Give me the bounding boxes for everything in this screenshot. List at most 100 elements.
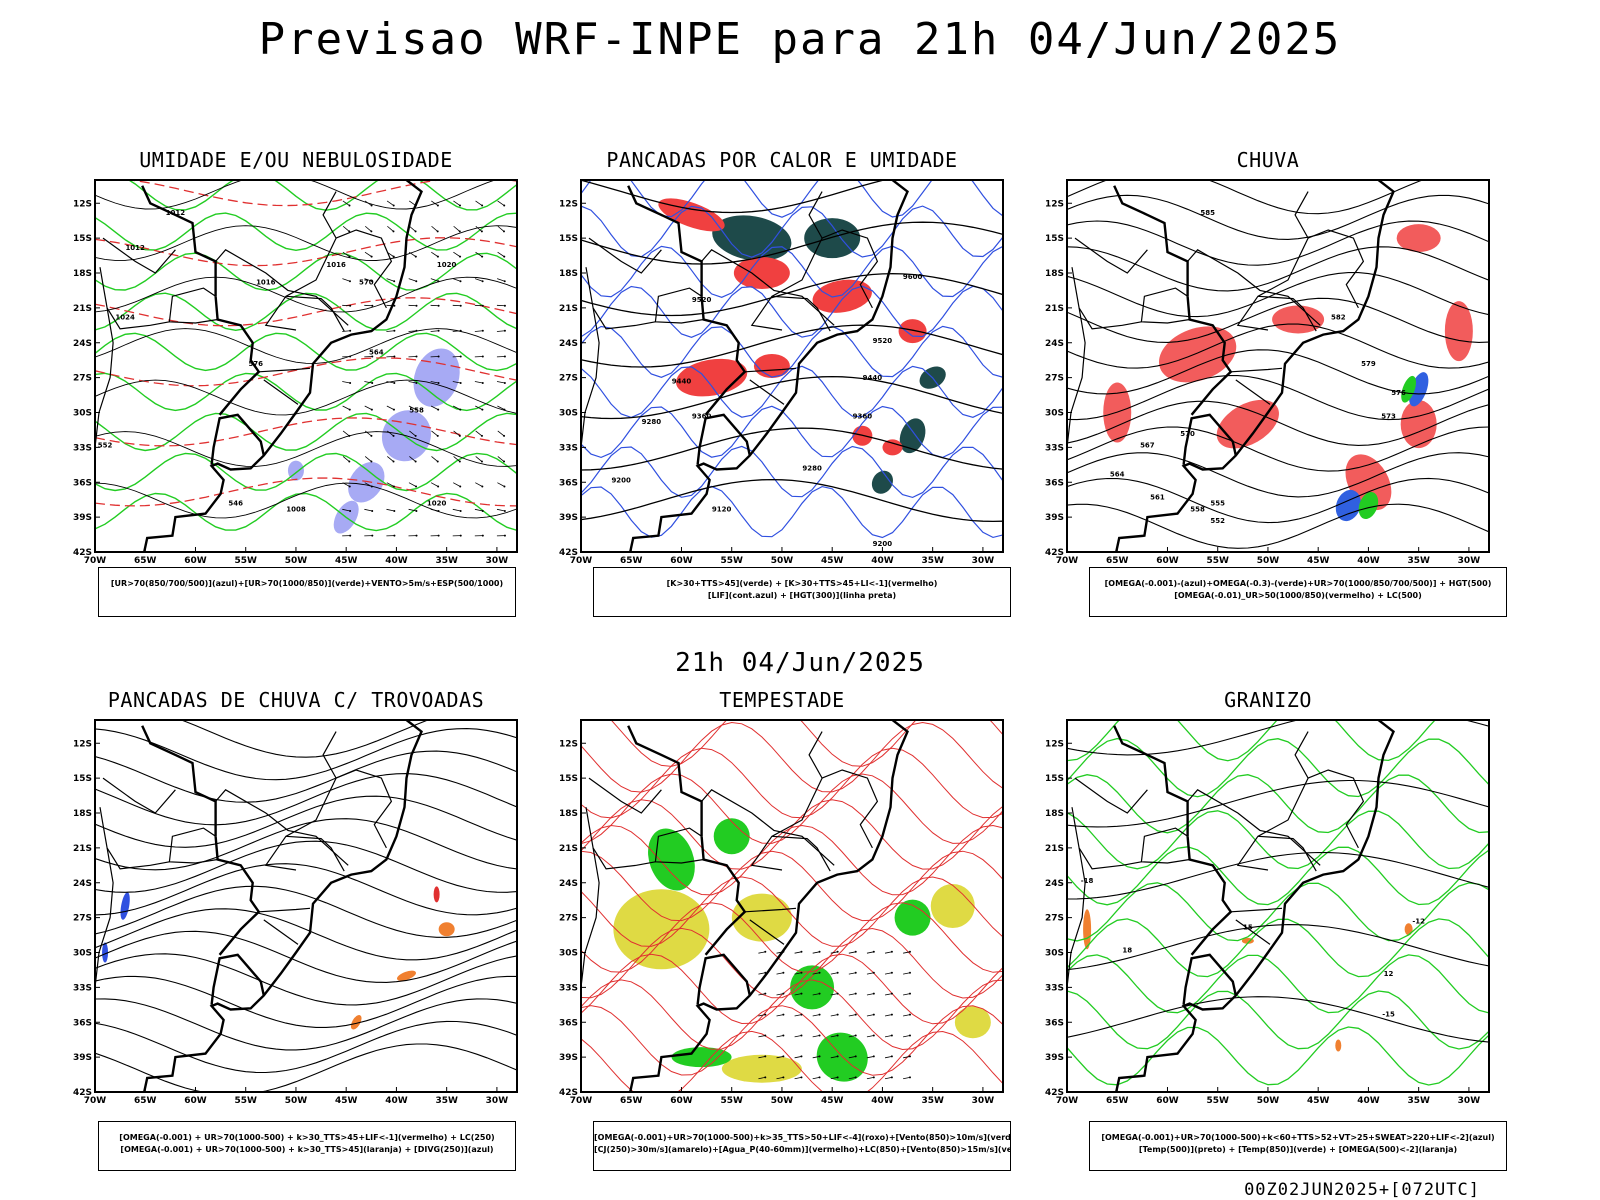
wind-vector-head	[503, 434, 506, 437]
wind-vector-head	[436, 434, 439, 437]
wind-vector-head	[393, 509, 396, 512]
wind-vector-head	[348, 485, 351, 488]
wind-vector-head	[800, 1076, 803, 1079]
wind-vector	[430, 508, 439, 512]
wind-vector	[794, 1056, 802, 1059]
lon-label: 60W	[670, 1096, 693, 1106]
border-line	[1257, 295, 1317, 332]
border-line	[585, 807, 656, 870]
wind-vector	[884, 1035, 892, 1038]
hgt-contour	[581, 478, 1003, 523]
streamline	[95, 863, 517, 916]
map-frame	[580, 719, 1004, 1093]
wind-vector-head	[481, 280, 484, 283]
map-frame	[94, 719, 518, 1093]
wind-vector	[830, 951, 838, 954]
weather-map: 12 15 18 -12 -15 -18 12S 15S 18S 21S 24S 27S 30S 33S 3…	[1045, 719, 1490, 1106]
thickness-red-contour	[95, 357, 517, 387]
hgt500-contour	[1067, 180, 1425, 215]
streamline-red	[581, 1005, 1003, 1076]
wind-vector-head	[481, 255, 484, 258]
jet-yellow-area	[721, 1054, 802, 1083]
border-line	[581, 307, 600, 452]
streamline-red	[581, 773, 1003, 845]
lat-label: 33S	[1045, 983, 1064, 993]
pressure-contour	[95, 276, 517, 313]
wind-vector-head	[414, 230, 417, 233]
wind-vector-head	[392, 485, 395, 488]
wind-vector	[866, 1076, 874, 1080]
wind-green-area	[671, 1047, 732, 1068]
border-line	[654, 287, 704, 324]
streamline	[95, 773, 517, 826]
lat-label: 12S	[559, 739, 578, 749]
rain-red-area	[1400, 400, 1437, 449]
wind-vector-head	[459, 485, 462, 488]
wind-vector-head	[872, 1034, 875, 1037]
lon-label: 55W	[720, 1096, 743, 1106]
wind-vector-head	[800, 950, 803, 953]
lat-label: 30S	[73, 949, 92, 959]
wind-vector	[866, 951, 874, 954]
contour-label: 9200	[611, 476, 631, 484]
border-line	[102, 237, 176, 274]
contour-label: 12	[1384, 970, 1394, 978]
hgt-contour	[581, 273, 1003, 317]
wind-vector-head	[503, 280, 506, 283]
wind-vector	[408, 482, 417, 487]
wind-vector	[474, 278, 483, 282]
wind-vector-head	[503, 255, 506, 258]
wind-vector	[409, 430, 416, 437]
legend-tempestade: [OMEGA(-0.001)+UR>70(1000-500)+k>35_TTS>…	[593, 1121, 1011, 1171]
streamline-red	[581, 876, 1003, 947]
thickness-red-contour	[95, 477, 517, 507]
border-line	[581, 847, 600, 992]
border-line	[99, 267, 170, 330]
border-line	[335, 229, 393, 309]
temp500-contour	[1067, 779, 1489, 828]
wind-vector	[474, 508, 483, 512]
lon-label: 45W	[1307, 1096, 1330, 1106]
lat-label: 12S	[73, 199, 92, 209]
lat-label: 27S	[73, 374, 92, 384]
lon-label: 65W	[1106, 1096, 1129, 1106]
lat-label: 21S	[559, 844, 578, 854]
panel-title: GRANIZO	[1224, 688, 1312, 712]
border-line	[1236, 191, 1309, 331]
wind-vector-head	[459, 509, 462, 512]
temp850-contour	[1067, 1026, 1489, 1086]
wind-vector	[387, 225, 394, 232]
temp850-contour	[1067, 720, 1436, 762]
temp850-contour	[1067, 954, 1489, 1014]
wind-vector-head	[415, 280, 418, 283]
wind-vector-head	[459, 408, 462, 411]
wind-vector	[364, 508, 373, 512]
map-layers	[581, 720, 1003, 1092]
border-line	[1230, 907, 1283, 913]
border-line	[744, 907, 797, 913]
wind-vector	[812, 972, 820, 975]
streamline-red	[581, 1030, 1003, 1092]
wind-vector-head	[503, 408, 506, 411]
wind-vector	[453, 225, 461, 232]
wind-green-area	[713, 818, 750, 855]
wind-vector	[903, 1056, 911, 1059]
wind-vector-head	[392, 460, 395, 463]
contour-label: 9440	[672, 377, 692, 385]
wind-vector-head	[393, 329, 396, 332]
contour-label: 570	[359, 279, 374, 287]
wind-vector	[431, 225, 438, 232]
lon-label: 70W	[1056, 1096, 1079, 1106]
wind-vector-head	[414, 460, 417, 463]
legend-trovoadas: [OMEGA(-0.001) + UR>70(1000-500) + k>30_…	[98, 1121, 516, 1171]
border-line	[285, 295, 345, 332]
legend-line: [UR>70(850/700/500)](azul)+[UR>70(1000/8…	[110, 579, 504, 588]
subtitle-time: 21h 04/Jun/2025	[675, 648, 925, 678]
wind-vector	[453, 200, 461, 206]
wind-vector	[431, 430, 438, 437]
wind-vector-head	[459, 329, 462, 332]
lon-label: 50W	[285, 556, 308, 566]
wind-vector-head	[800, 971, 803, 974]
border-line	[95, 307, 114, 452]
